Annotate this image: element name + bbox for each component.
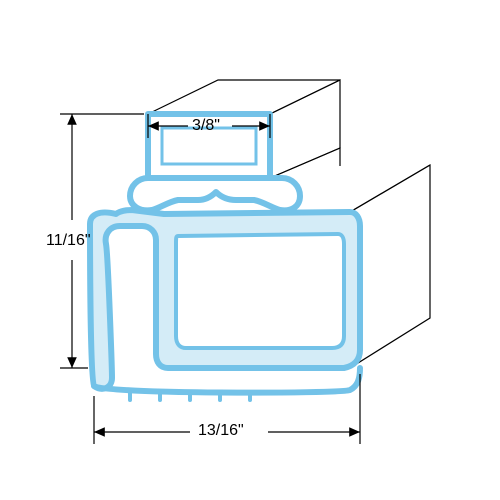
diagram-svg (0, 0, 500, 500)
technical-diagram: 3/8" 11/16" 13/16" (0, 0, 500, 500)
dim-label-bottom-width: 13/16" (198, 422, 244, 440)
dim-label-top-width: 3/8" (192, 117, 220, 135)
dim-label-left-height: 11/16" (46, 232, 91, 250)
